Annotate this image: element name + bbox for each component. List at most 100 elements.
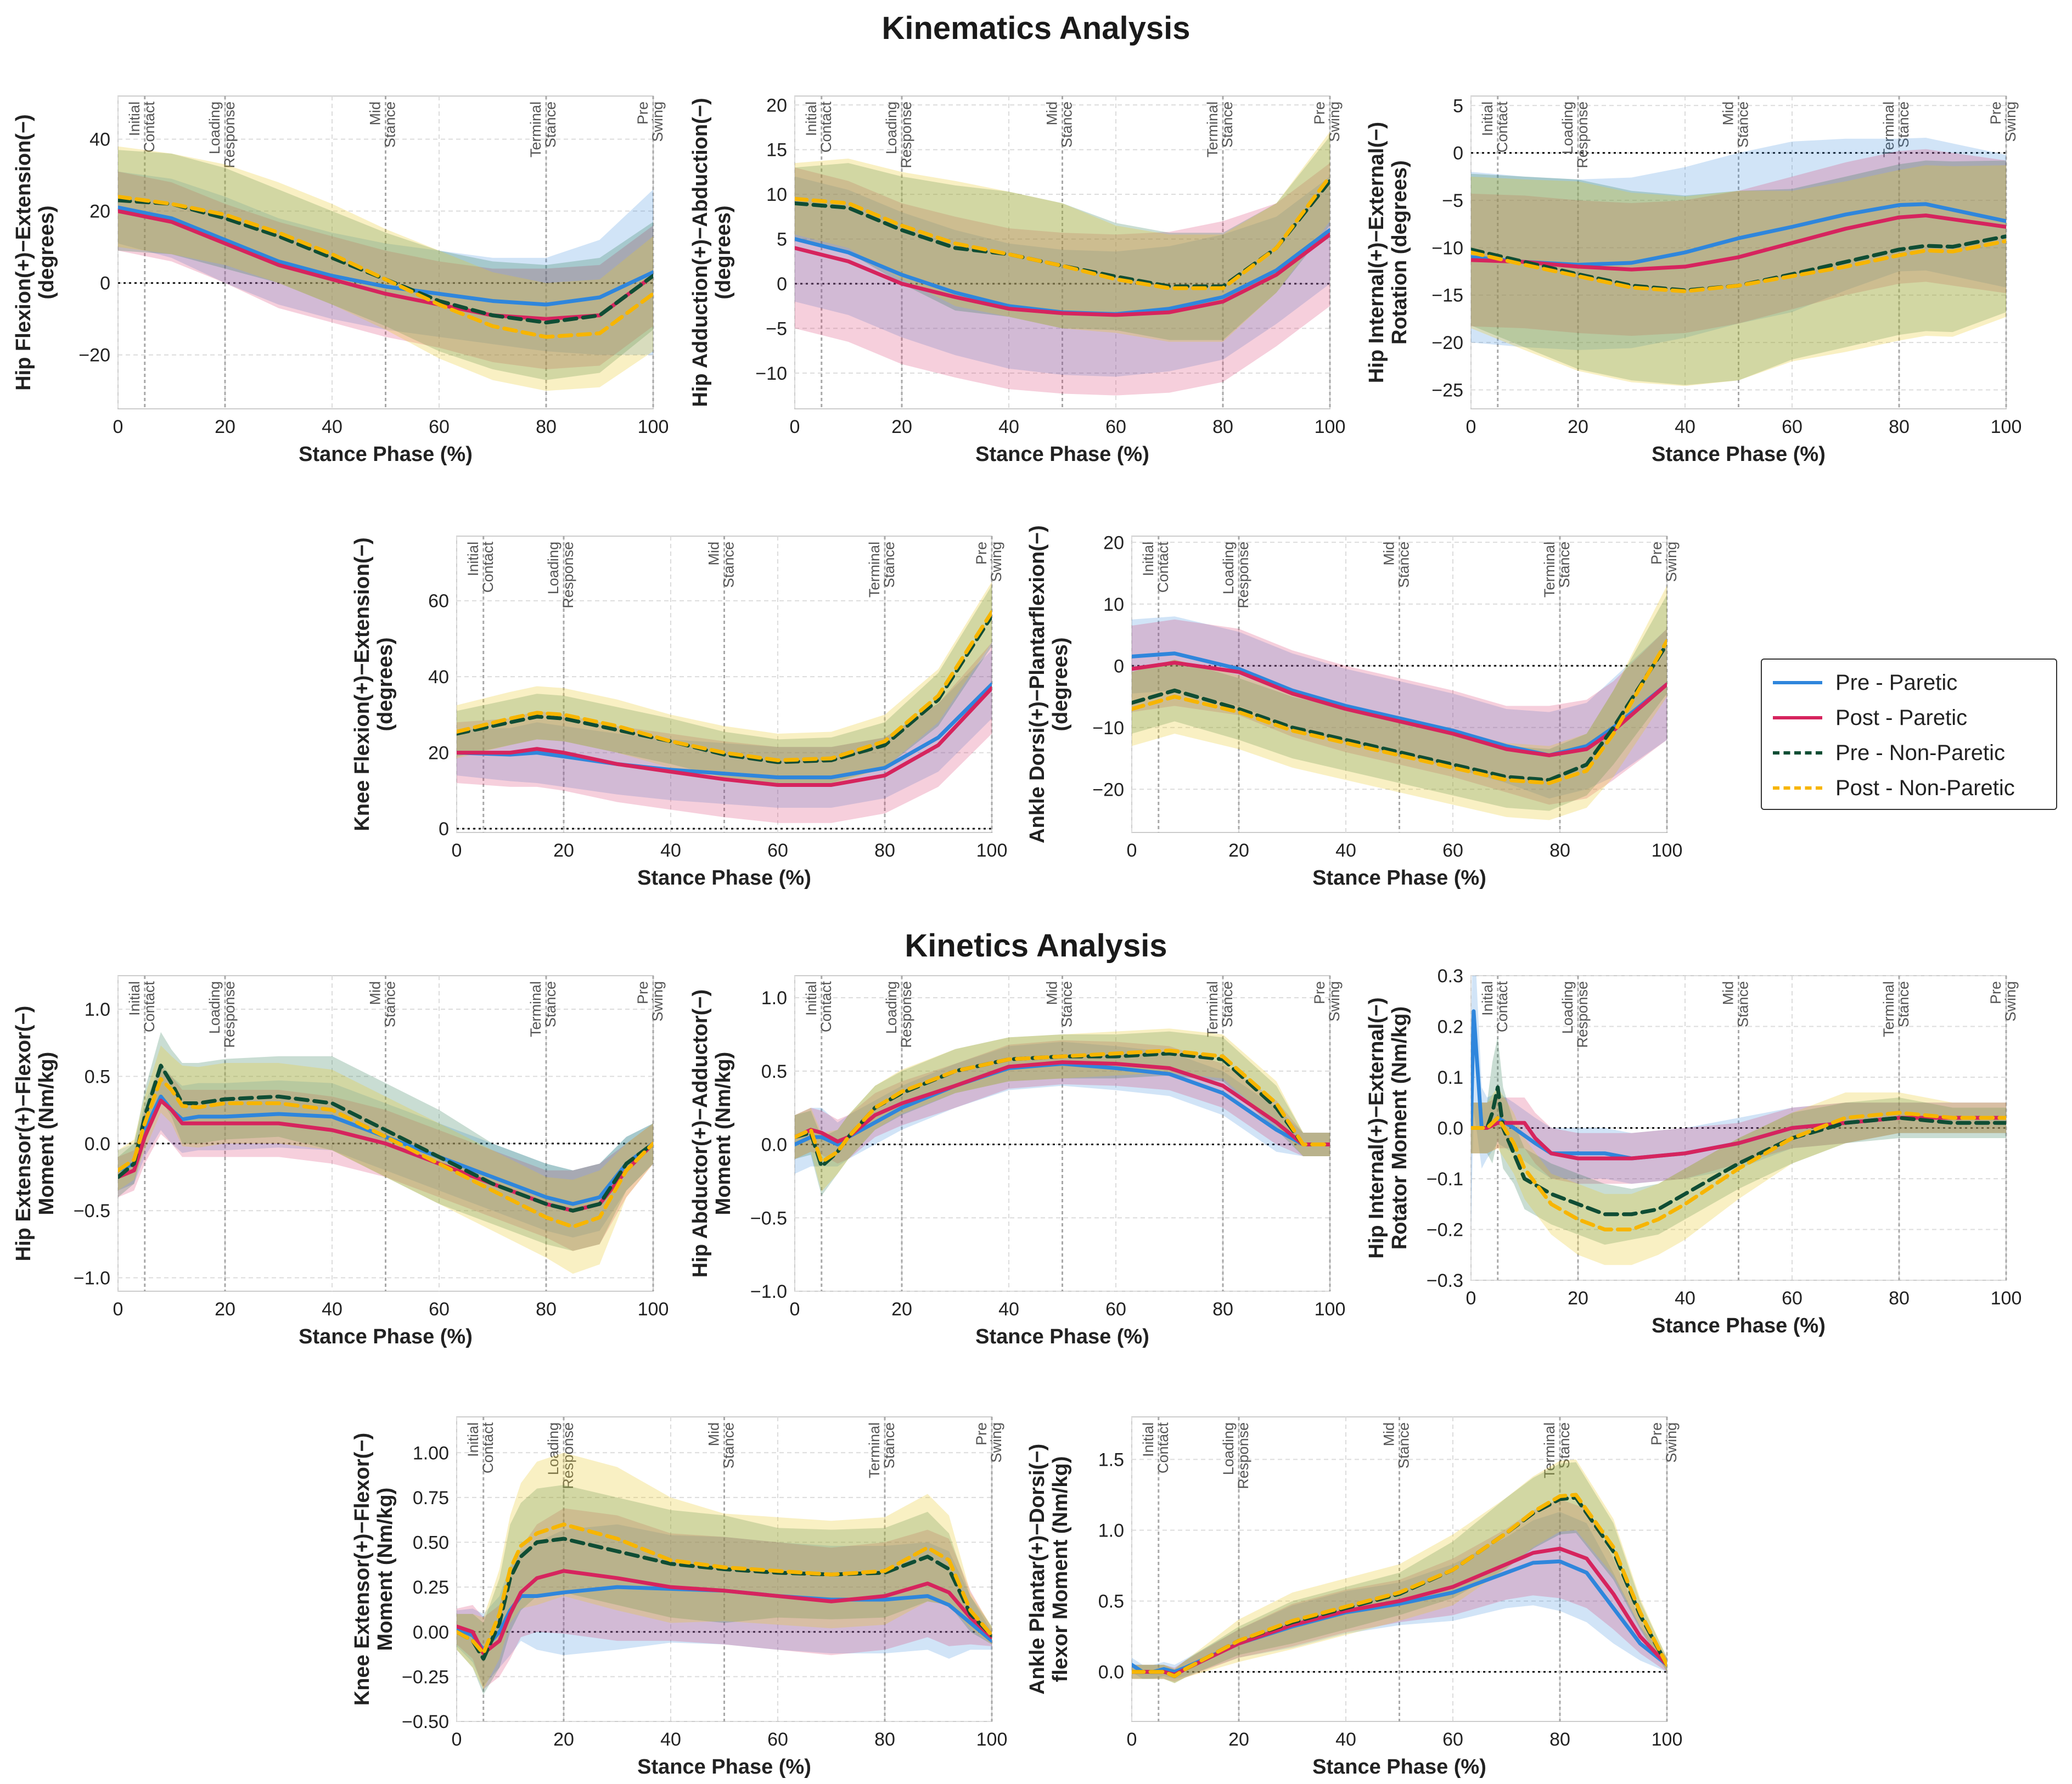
phase-label: TerminalStance <box>1880 102 1912 157</box>
y-tick-label: −1.0 <box>74 1268 110 1289</box>
phase-label-line: Stance <box>542 102 559 148</box>
series-line-pre-paretic <box>457 1585 992 1652</box>
phase-label-line: Loading <box>545 542 561 594</box>
series-line-post-paretic <box>118 209 653 321</box>
phase-label-line: Initial <box>465 542 481 576</box>
x-tick-label: 80 <box>1549 840 1570 861</box>
sd-band-post-non-paretic <box>1471 1087 2006 1265</box>
x-axis-label: Stance Phase (%) <box>1652 443 1826 466</box>
phase-label-line: Terminal <box>1204 981 1221 1037</box>
x-tick-label: 40 <box>660 840 681 861</box>
series-line-pre-paretic <box>457 682 992 780</box>
phase-label: PreSwing <box>1987 981 2019 1022</box>
legend-item-post-non-paretic: Post - Non-Paretic <box>1773 770 2045 806</box>
x-tick-label: 20 <box>1228 840 1249 861</box>
x-tick-label: 60 <box>1442 1729 1463 1750</box>
series-line-post-non-paretic <box>1471 239 2006 294</box>
series-group <box>457 582 992 823</box>
y-tick-label: 10 <box>1103 594 1124 615</box>
chart-hip-ext-moment: InitialContact LoadingResponse MidStance Te… <box>12 975 669 1348</box>
phase-label: MidStance <box>1044 981 1075 1027</box>
phase-label-line: Response <box>898 981 914 1048</box>
x-axis-label: Stance Phase (%) <box>637 1755 811 1779</box>
series-group <box>795 1028 1330 1196</box>
y-tick-label: 0.5 <box>761 1061 787 1082</box>
phase-label: MidStance <box>706 542 737 588</box>
y-tick-label: −10 <box>755 363 787 384</box>
series-group <box>457 1453 992 1695</box>
series-group <box>1132 586 1667 820</box>
phase-label-line: Stance <box>1396 1422 1412 1468</box>
x-tick-label: 20 <box>891 1299 912 1320</box>
x-axis-label: Stance Phase (%) <box>299 443 473 466</box>
x-tick-label: 20 <box>215 417 235 437</box>
phase-label: MidStance <box>706 1422 737 1468</box>
y-tick-label: −0.3 <box>1427 1270 1463 1291</box>
legend-swatch <box>1773 681 1822 684</box>
phase-label-line: Loading <box>1559 102 1576 154</box>
phase-label-line: Swing <box>1326 102 1343 142</box>
x-tick-label: 0 <box>452 840 462 861</box>
series-group <box>118 1032 653 1274</box>
phase-label-line: Initial <box>1479 981 1496 1016</box>
phase-label: LoadingResponse <box>1559 981 1591 1048</box>
phase-label: TerminalStance <box>1541 542 1573 598</box>
phase-label-line: Initial <box>803 981 819 1016</box>
x-tick-label: 100 <box>976 1729 1008 1750</box>
y-tick-label: −0.25 <box>402 1667 449 1687</box>
series-line-pre-non-paretic <box>1132 642 1667 782</box>
sd-band-pre-paretic <box>457 650 992 808</box>
x-tick-label: 80 <box>874 1729 895 1750</box>
phase-label-line: Mid <box>1044 981 1060 1005</box>
y-axis-label-line: Hip Internal(+)−External(−) <box>1365 122 1388 383</box>
phase-label: TerminalStance <box>1880 981 1912 1037</box>
y-tick-label: 15 <box>766 140 787 161</box>
y-axis-label-line: Hip Extensor(+)−Flexor(−) <box>12 1006 35 1262</box>
x-tick-label: 0 <box>113 1299 123 1320</box>
y-tick-label: 40 <box>428 667 449 688</box>
phase-label: PreSwing <box>1648 1422 1680 1463</box>
phase-label: InitialContact <box>1140 542 1171 593</box>
phase-label-line: Terminal <box>1541 1422 1558 1478</box>
phase-label: LoadingResponse <box>206 102 238 168</box>
sd-band-post-paretic <box>1132 619 1667 805</box>
x-tick-label: 40 <box>998 1299 1019 1320</box>
sd-band-pre-paretic <box>457 1524 992 1686</box>
y-tick-label: 1.5 <box>1098 1449 1124 1470</box>
y-axis-label-line: Knee Flexion(+)−Extension(−) <box>351 537 374 831</box>
y-tick-label: 0 <box>100 273 110 294</box>
y-tick-label: 5 <box>777 229 787 250</box>
phase-label-line: Mid <box>367 102 384 126</box>
phase-label: TerminalStance <box>527 981 559 1037</box>
sd-band-post-non-paretic <box>457 582 992 787</box>
y-tick-label: −0.5 <box>750 1208 787 1229</box>
phase-label-line: Contact <box>1155 542 1171 593</box>
y-axis-label: Hip Internal(+)−External(−)Rotation (deg… <box>1365 122 1411 383</box>
phase-label: MidStance <box>1381 542 1412 588</box>
kinematics-title: Kinematics Analysis <box>881 10 1191 46</box>
y-tick-label: 60 <box>428 591 449 612</box>
y-axis-label-line: Ankle Plantar(+)−Dorsi(−) <box>1026 1444 1049 1695</box>
phase-label-line: Swing <box>2002 102 2019 142</box>
phase-label-line: Mid <box>367 981 384 1005</box>
sd-band-post-non-paretic <box>795 1028 1330 1192</box>
phase-label: TerminalStance <box>1204 981 1236 1037</box>
phase-label-line: Stance <box>1556 1422 1573 1468</box>
y-axis-label-line: Hip Adduction(+)−Abduction(−) <box>689 98 712 407</box>
legend-item-pre-non-paretic: Pre - Non-Paretic <box>1773 735 2045 770</box>
phase-label-line: Pre <box>973 542 990 565</box>
phase-label: LoadingResponse <box>545 1422 576 1489</box>
x-tick-label: 60 <box>767 840 788 861</box>
phase-label-line: Contact <box>141 981 158 1033</box>
phase-label-line: Initial <box>1479 102 1496 136</box>
x-tick-label: 40 <box>322 1299 342 1320</box>
y-axis-label-line: (degrees) <box>374 637 397 731</box>
chart-hip-abd-moment: InitialContact LoadingResponse MidStance Te… <box>689 975 1345 1348</box>
phase-label-line: Pre <box>1648 542 1665 565</box>
kinetics-title: Kinetics Analysis <box>905 928 1167 964</box>
x-tick-label: 20 <box>553 840 574 861</box>
phase-label-line: Stance <box>1396 542 1412 588</box>
y-tick-label: −15 <box>1431 285 1463 306</box>
x-tick-label: 0 <box>790 417 800 437</box>
